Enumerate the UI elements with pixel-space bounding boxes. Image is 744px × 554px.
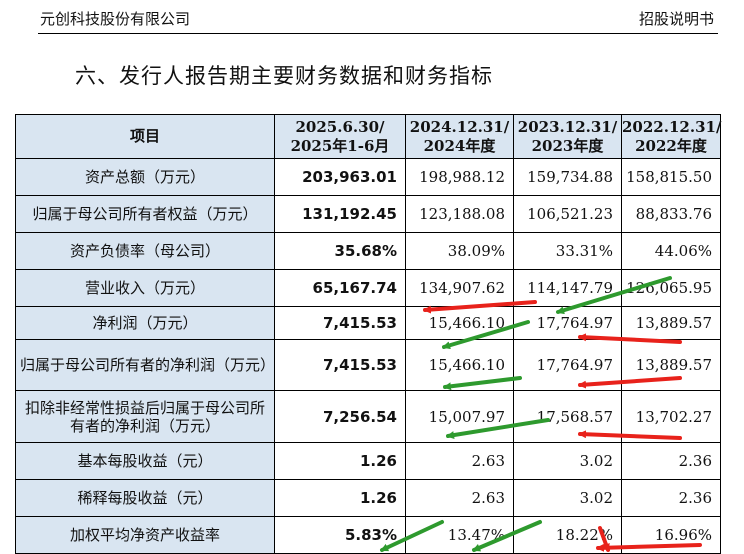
column-header-2024: 2024.12.31/2024年度 [405, 114, 514, 159]
value-2022: 88,833.76 [621, 195, 721, 233]
table-row: 加权平均净资产收益率 5.83% 13.47% 18.22% 16.96% [15, 516, 721, 554]
row-label: 资产总额（万元） [15, 158, 275, 196]
value-2022: 13,889.57 [621, 306, 721, 340]
table-row: 归属于母公司所有者的净利润（万元） 7,415.53 15,466.10 17,… [15, 339, 721, 391]
value-2023: 3.02 [513, 442, 622, 480]
financial-data-table: 项目 2025.6.30/2025年1-6月 2024.12.31/2024年度… [15, 114, 721, 554]
value-2023: 33.31% [513, 232, 622, 270]
value-2024: 15,007.97 [405, 390, 514, 443]
table-header-row: 项目 2025.6.30/2025年1-6月 2024.12.31/2024年度… [15, 114, 721, 159]
row-label: 归属于母公司所有者的净利润（万元） [15, 339, 275, 391]
row-label: 扣除非经常性损益后归属于母公司所有者的净利润（万元） [15, 390, 275, 443]
value-2022: 158,815.50 [621, 158, 721, 196]
value-2022: 44.06% [621, 232, 721, 270]
table-row: 营业收入（万元） 65,167.74 134,907.62 114,147.79… [15, 269, 721, 307]
value-2024: 13.47% [405, 516, 514, 554]
value-2025: 7,415.53 [274, 339, 406, 391]
value-2022: 13,889.57 [621, 339, 721, 391]
row-label: 营业收入（万元） [15, 269, 275, 307]
row-label: 加权平均净资产收益率 [15, 516, 275, 554]
value-2024: 123,188.08 [405, 195, 514, 233]
value-2025: 35.68% [274, 232, 406, 270]
table-row: 资产总额（万元） 203,963.01 198,988.12 159,734.8… [15, 158, 721, 196]
value-2022: 126,065.95 [621, 269, 721, 307]
row-label: 稀释每股收益（元） [15, 479, 275, 517]
column-header-2025: 2025.6.30/2025年1-6月 [274, 114, 406, 159]
value-2024: 198,988.12 [405, 158, 514, 196]
value-2022: 2.36 [621, 479, 721, 517]
header-company-name: 元创科技股份有限公司 [40, 10, 191, 28]
row-label: 基本每股收益（元） [15, 442, 275, 480]
table-row: 资产负债率（母公司） 35.68% 38.09% 33.31% 44.06% [15, 232, 721, 270]
value-2024: 2.63 [405, 479, 514, 517]
value-2025: 1.26 [274, 479, 406, 517]
value-2024: 15,466.10 [405, 306, 514, 340]
value-2023: 17,764.97 [513, 306, 622, 340]
value-2024: 38.09% [405, 232, 514, 270]
table-row: 扣除非经常性损益后归属于母公司所有者的净利润（万元） 7,256.54 15,0… [15, 390, 721, 443]
value-2025: 1.26 [274, 442, 406, 480]
header-document-type: 招股说明书 [638, 10, 714, 28]
row-label: 归属于母公司所有者权益（万元） [15, 195, 275, 233]
value-2023: 114,147.79 [513, 269, 622, 307]
value-2025: 131,192.45 [274, 195, 406, 233]
value-2025: 7,256.54 [274, 390, 406, 443]
value-2025: 203,963.01 [274, 158, 406, 196]
value-2025: 7,415.53 [274, 306, 406, 340]
row-label: 净利润（万元） [15, 306, 275, 340]
table-row: 净利润（万元） 7,415.53 15,466.10 17,764.97 13,… [15, 306, 721, 340]
value-2023: 159,734.88 [513, 158, 622, 196]
value-2023: 18.22% [513, 516, 622, 554]
value-2022: 2.36 [621, 442, 721, 480]
table-row: 基本每股收益（元） 1.26 2.63 3.02 2.36 [15, 442, 721, 480]
column-header-item: 项目 [15, 114, 275, 159]
section-title: 六、发行人报告期主要财务数据和财务指标 [75, 64, 493, 88]
value-2023: 106,521.23 [513, 195, 622, 233]
value-2024: 2.63 [405, 442, 514, 480]
value-2024: 15,466.10 [405, 339, 514, 391]
value-2024: 134,907.62 [405, 269, 514, 307]
row-label: 资产负债率（母公司） [15, 232, 275, 270]
column-header-2023: 2023.12.31/2023年度 [513, 114, 622, 159]
table-row: 稀释每股收益（元） 1.26 2.63 3.02 2.36 [15, 479, 721, 517]
value-2023: 3.02 [513, 479, 622, 517]
header-divider [38, 33, 718, 34]
value-2022: 13,702.27 [621, 390, 721, 443]
value-2025: 5.83% [274, 516, 406, 554]
value-2023: 17,568.57 [513, 390, 622, 443]
value-2023: 17,764.97 [513, 339, 622, 391]
value-2025: 65,167.74 [274, 269, 406, 307]
value-2022: 16.96% [621, 516, 721, 554]
column-header-2022: 2022.12.31/2022年度 [621, 114, 721, 159]
table-row: 归属于母公司所有者权益（万元） 131,192.45 123,188.08 10… [15, 195, 721, 233]
